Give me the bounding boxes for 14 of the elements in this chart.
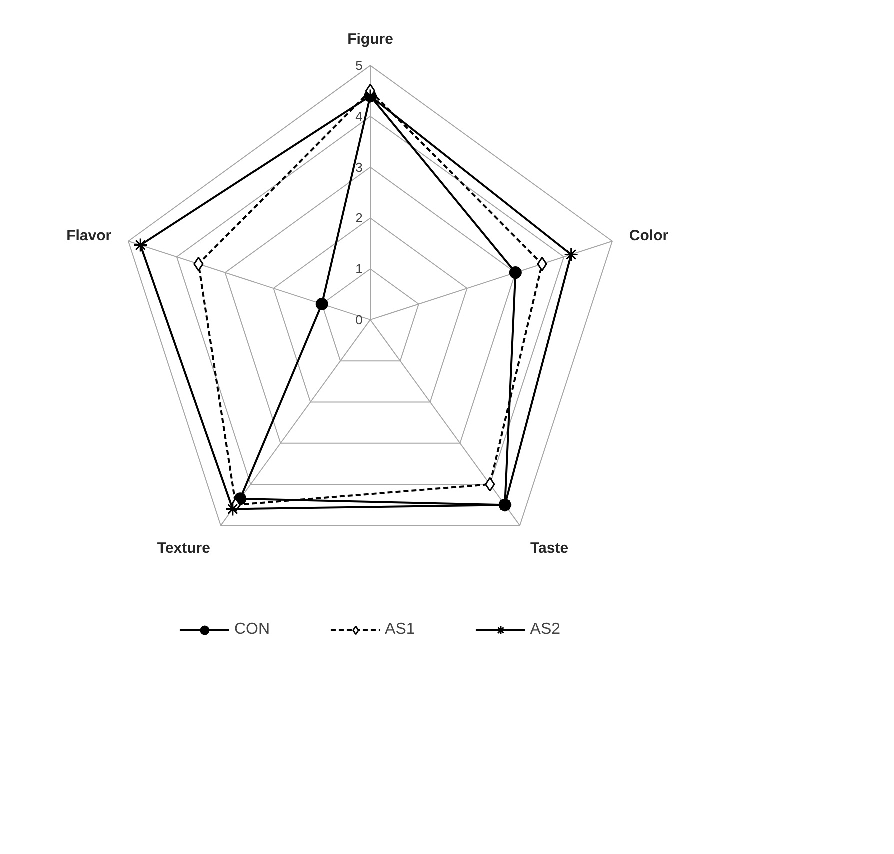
y-tick-label: 2: [356, 210, 363, 226]
spoke-label: Flavor: [66, 227, 112, 244]
legend-label: AS1: [385, 621, 416, 639]
y-tick-label: 0: [356, 312, 363, 328]
spoke-label: Figure: [348, 30, 394, 48]
legend-label: CON: [234, 621, 270, 639]
y-tick-label: 1: [356, 262, 363, 277]
y-tick-label: 3: [356, 160, 363, 175]
legend-label: AS2: [530, 621, 561, 639]
y-tick-label: 5: [356, 58, 363, 74]
spoke-label: Taste: [530, 540, 569, 558]
y-tick-label: 4: [356, 109, 363, 124]
spoke-label: Color: [629, 227, 669, 244]
spoke-label: Texture: [157, 540, 210, 558]
